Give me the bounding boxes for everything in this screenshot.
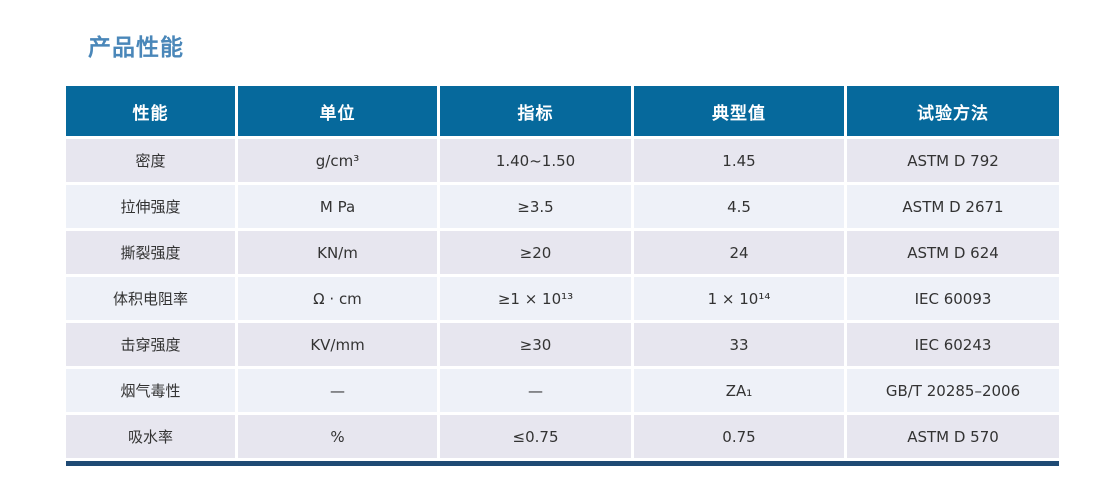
- cell: ZA₁: [634, 369, 844, 412]
- page-title: 产品性能: [88, 35, 184, 61]
- cell: 拉伸强度: [66, 185, 235, 228]
- cell: 24: [634, 231, 844, 274]
- cell: ≥3.5: [440, 185, 631, 228]
- cell: M Pa: [238, 185, 437, 228]
- cell: 烟气毒性: [66, 369, 235, 412]
- cell: 吸水率: [66, 415, 235, 458]
- table-row: 击穿强度 KV/mm ≥30 33 IEC 60243: [66, 323, 1059, 366]
- cell: 撕裂强度: [66, 231, 235, 274]
- cell: 0.75: [634, 415, 844, 458]
- cell: KN/m: [238, 231, 437, 274]
- header-cell: 典型值: [634, 86, 844, 136]
- table-row: 撕裂强度 KN/m ≥20 24 ASTM D 624: [66, 231, 1059, 274]
- cell: ASTM D 792: [847, 139, 1059, 182]
- cell: %: [238, 415, 437, 458]
- table-body: 密度 g/cm³ 1.40~1.50 1.45 ASTM D 792 拉伸强度 M Pa ≥3…: [66, 139, 1059, 458]
- cell: 1.45: [634, 139, 844, 182]
- header-cell: 指标: [440, 86, 631, 136]
- cell: ≥20: [440, 231, 631, 274]
- cell: ≥30: [440, 323, 631, 366]
- table-row: 体积电阻率 Ω · cm ≥1 × 10¹³ 1 × 10¹⁴ IEC 60093: [66, 277, 1059, 320]
- cell: 1.40~1.50: [440, 139, 631, 182]
- cell: 击穿强度: [66, 323, 235, 366]
- cell: IEC 60093: [847, 277, 1059, 320]
- cell: KV/mm: [238, 323, 437, 366]
- performance-table: 性能 单位 指标 典型值 试验方法 密度 g/cm³ 1.40~1.50 1.45 ASTM D…: [66, 86, 1059, 466]
- cell: g/cm³: [238, 139, 437, 182]
- cell: ≥1 × 10¹³: [440, 277, 631, 320]
- table-row: 吸水率% ≤0.75 0.75 ASTM D 570: [66, 415, 1059, 458]
- cell: ASTM D 570: [847, 415, 1059, 458]
- cell: 密度: [66, 139, 235, 182]
- table-row: 烟气毒性 — — ZA₁ GB/T 20285–2006: [66, 369, 1059, 412]
- cell: 体积电阻率: [66, 277, 235, 320]
- table-row: 密度 g/cm³ 1.40~1.50 1.45 ASTM D 792: [66, 139, 1059, 182]
- cell: —: [440, 369, 631, 412]
- header-cell: 试验方法: [847, 86, 1059, 136]
- cell: —: [238, 369, 437, 412]
- table-row: 拉伸强度 M Pa ≥3.5 4.5 ASTM D 2671: [66, 185, 1059, 228]
- cell: Ω · cm: [238, 277, 437, 320]
- cell: ASTM D 2671: [847, 185, 1059, 228]
- cell: 33: [634, 323, 844, 366]
- header-cell: 性能: [66, 86, 235, 136]
- cell: 1 × 10¹⁴: [634, 277, 844, 320]
- cell: IEC 60243: [847, 323, 1059, 366]
- cell: ASTM D 624: [847, 231, 1059, 274]
- cell: 4.5: [634, 185, 844, 228]
- table-bottom-rule: [66, 461, 1059, 466]
- table-header-row: 性能 单位 指标 典型值 试验方法: [66, 86, 1059, 136]
- cell: ≤0.75: [440, 415, 631, 458]
- header-cell: 单位: [238, 86, 437, 136]
- cell: GB/T 20285–2006: [847, 369, 1059, 412]
